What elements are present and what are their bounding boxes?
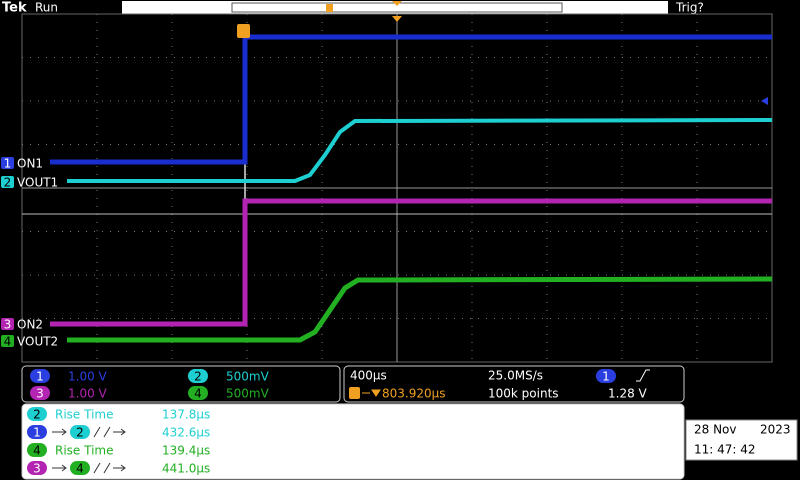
channel-badge — [30, 369, 50, 383]
measure-name: Rise Time — [55, 408, 114, 422]
date: 28 Nov — [694, 423, 737, 437]
arrow — [52, 464, 67, 472]
edge-arrow — [93, 426, 126, 438]
channel-badge — [1, 157, 14, 169]
channel-number: 2 — [33, 408, 41, 422]
channel-badge — [27, 425, 47, 439]
vertical-scale: 1.00 V — [68, 387, 108, 401]
graticule — [21, 13, 773, 363]
vertical-scale: 1.00 V — [68, 370, 108, 384]
channel-number: 3 — [4, 318, 12, 332]
measure-value: 441.0µs — [162, 462, 210, 476]
channel-badge — [1, 176, 14, 188]
vertical-panel — [21, 365, 341, 403]
edge-icon — [636, 369, 650, 382]
measure-value: 137.8µs — [162, 408, 210, 422]
record-length: 100k points — [488, 387, 559, 401]
channel-number: 1 — [36, 370, 44, 384]
run-state: Run — [35, 1, 58, 15]
trigger-time-marker — [392, 16, 402, 22]
channel-badge — [27, 461, 47, 475]
channel-number: 4 — [194, 387, 202, 401]
channel-badge — [70, 425, 90, 439]
channel-number: 2 — [76, 426, 84, 440]
waveform-ch3 — [50, 198, 772, 327]
channel-badge — [30, 386, 50, 400]
center-marker — [392, 1, 402, 6]
year: 2023 — [760, 423, 791, 437]
time: 11: 47: 42 — [694, 443, 756, 457]
edge-arrow — [93, 462, 126, 474]
vertical-scale: 500mV — [226, 387, 270, 401]
timebase: 400µs — [350, 369, 387, 383]
channel-badge — [27, 407, 47, 421]
t-icon — [349, 387, 360, 399]
vertical-scale: 500mV — [226, 370, 270, 384]
channel-number: 2 — [4, 176, 12, 190]
channel-markers: 1 ON1 2 VOUT1 3 ON2 4 VOUT2 — [1, 157, 58, 349]
arrow — [52, 428, 67, 436]
channel-badge — [188, 386, 208, 400]
datetime-panel — [685, 419, 798, 461]
channel-badge — [596, 369, 616, 383]
measure-value: 139.4µs — [162, 444, 210, 458]
channel-number: 3 — [33, 462, 41, 476]
channel-number: 1 — [602, 370, 610, 384]
record-bar — [122, 1, 668, 14]
channel-number: 4 — [4, 335, 12, 349]
measure-value: 432.6µs — [162, 426, 210, 440]
record-trigger — [326, 4, 333, 12]
channel-number: 2 — [194, 370, 202, 384]
channel-label: ON2 — [17, 318, 43, 332]
channel-label: VOUT1 — [17, 176, 58, 190]
channel-badge — [1, 335, 14, 347]
channel-number: 3 — [36, 387, 44, 401]
trigger-level: 1.28 V — [608, 387, 648, 401]
channel-number: 4 — [33, 444, 41, 458]
channel-badge — [1, 318, 14, 330]
trigger-status: Trig? — [675, 1, 704, 15]
panel-content: 1 1.00 V 2 500mV 3 1.00 V 4 500mV 400µs 25.0MS/s 1… — [27, 369, 791, 476]
measure-panel — [21, 403, 685, 480]
channel-label: ON1 — [17, 157, 43, 171]
measure-name: Rise Time — [55, 444, 114, 458]
t-arrow — [362, 389, 381, 397]
waveform-ch1 — [50, 34, 772, 165]
channel-number: 1 — [33, 426, 41, 440]
channel-number: 4 — [76, 462, 84, 476]
trigger-level-marker — [761, 97, 768, 105]
waveform-ch4 — [67, 276, 773, 343]
trigger-position: 803.920µs — [382, 387, 446, 401]
waveform-ch2 — [67, 118, 773, 183]
brand: Tek — [2, 1, 27, 16]
channel-label: VOUT2 — [17, 335, 58, 349]
channel-badge — [27, 443, 47, 457]
sample-rate: 25.0MS/s — [488, 369, 543, 383]
channel-badge — [70, 461, 90, 475]
channel-number: 1 — [4, 157, 12, 171]
trigger-marker — [237, 24, 250, 38]
channel-badge — [188, 369, 208, 383]
